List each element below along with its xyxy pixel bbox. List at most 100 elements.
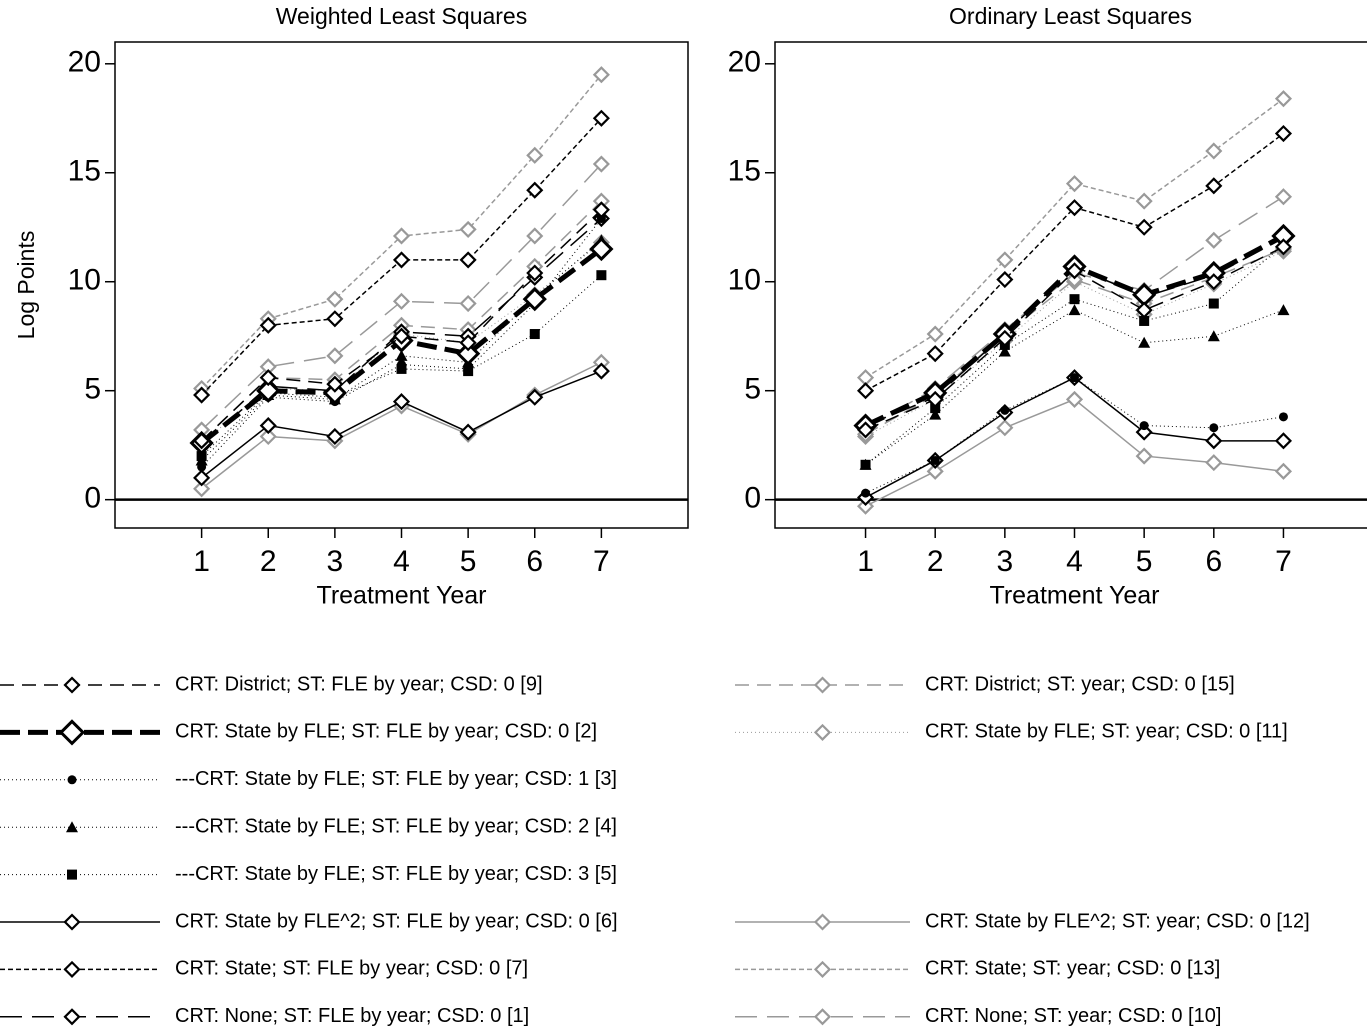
marker (1135, 218, 1153, 236)
marker (926, 390, 944, 408)
marker (259, 369, 277, 387)
marker (326, 310, 344, 328)
marker (856, 421, 875, 439)
legend-marker (63, 676, 81, 694)
marker (926, 462, 944, 480)
marker (1070, 373, 1079, 383)
marker (859, 458, 872, 470)
legend-label: CRT: State by FLE^2; ST: FLE by year; CS… (175, 910, 618, 932)
legend-label: ---CRT: State by FLE; ST: FLE by year; C… (175, 863, 617, 885)
y-tick-label: 5 (744, 373, 761, 406)
marker (592, 155, 610, 173)
legend-marker (67, 869, 77, 880)
marker (926, 325, 944, 343)
marker (1068, 304, 1081, 316)
marker (930, 455, 940, 465)
marker (1274, 124, 1293, 143)
legend-label: ---CRT: State by FLE; ST: FLE by year; C… (175, 768, 617, 790)
marker (930, 403, 941, 414)
legend-marker (63, 960, 81, 978)
marker (526, 264, 544, 282)
marker (459, 294, 477, 313)
legend-marker (813, 960, 832, 978)
marker (526, 227, 544, 245)
marker (459, 220, 477, 238)
x-tick-label: 6 (526, 545, 543, 578)
marker (926, 345, 944, 363)
x-tick-label: 7 (593, 545, 610, 578)
marker (392, 393, 411, 411)
marker (392, 327, 411, 345)
marker (1208, 298, 1219, 309)
marker (326, 375, 344, 393)
legend-marker (58, 719, 86, 746)
marker (1274, 238, 1293, 256)
y-tick-label: 20 (68, 46, 101, 79)
marker (929, 408, 942, 420)
x-tick-label: 6 (1205, 545, 1222, 578)
y-tick-label: 15 (68, 155, 101, 188)
marker (856, 497, 875, 515)
marker (392, 227, 411, 245)
legend-label: ---CRT: State by FLE; ST: FLE by year; C… (175, 815, 617, 837)
x-tick-label: 1 (193, 545, 210, 578)
marker (592, 362, 610, 380)
marker (326, 290, 344, 308)
marker (1274, 462, 1293, 480)
marker (392, 292, 411, 310)
y-axis-label: Log Points (13, 231, 39, 340)
marker (526, 388, 544, 406)
x-tick-label: 2 (927, 545, 944, 578)
marker (1139, 315, 1150, 326)
marker (397, 360, 406, 370)
marker (1135, 192, 1153, 210)
marker (592, 201, 610, 219)
legend-marker (813, 913, 832, 931)
marker (1205, 432, 1223, 450)
x-tick-label: 7 (1275, 545, 1292, 578)
legend-label: CRT: None; ST: FLE by year; CSD: 0 [1] (175, 1005, 529, 1027)
marker (996, 329, 1014, 347)
marker (1274, 188, 1293, 206)
marker (259, 427, 277, 446)
marker (1065, 199, 1084, 217)
x-tick-label: 2 (260, 545, 277, 578)
legend-marker (813, 723, 832, 741)
marker (1205, 142, 1223, 160)
marker (395, 349, 408, 361)
marker (996, 270, 1014, 289)
marker (1205, 454, 1223, 472)
chart-title: Ordinary Least Squares (949, 3, 1192, 29)
marker (326, 347, 344, 365)
marker (1205, 273, 1223, 291)
x-tick-label: 5 (460, 545, 477, 578)
y-tick-label: 5 (84, 373, 101, 406)
marker (392, 251, 411, 269)
marker (459, 251, 477, 269)
marker (526, 181, 544, 199)
marker (193, 469, 211, 487)
marker (193, 480, 211, 498)
legend-marker (63, 913, 81, 931)
marker (861, 488, 871, 498)
marker (1065, 270, 1084, 289)
legend-label: CRT: State by FLE^2; ST: year; CSD: 0 [1… (925, 910, 1310, 932)
x-axis-label: Treatment Year (316, 582, 486, 610)
marker (996, 419, 1014, 437)
marker (596, 270, 607, 281)
x-tick-label: 4 (393, 545, 410, 578)
y-tick-label: 0 (744, 482, 761, 515)
marker (1000, 405, 1010, 415)
marker (326, 427, 344, 446)
marker (193, 432, 211, 450)
marker (459, 334, 477, 352)
marker (589, 236, 614, 262)
marker (1138, 336, 1151, 348)
y-tick-label: 10 (68, 264, 101, 297)
marker (259, 417, 277, 435)
marker (1135, 447, 1153, 465)
y-tick-label: 15 (728, 155, 761, 188)
legend-label: CRT: None; ST: year; CSD: 0 [10] (925, 1005, 1221, 1027)
marker (259, 316, 277, 334)
